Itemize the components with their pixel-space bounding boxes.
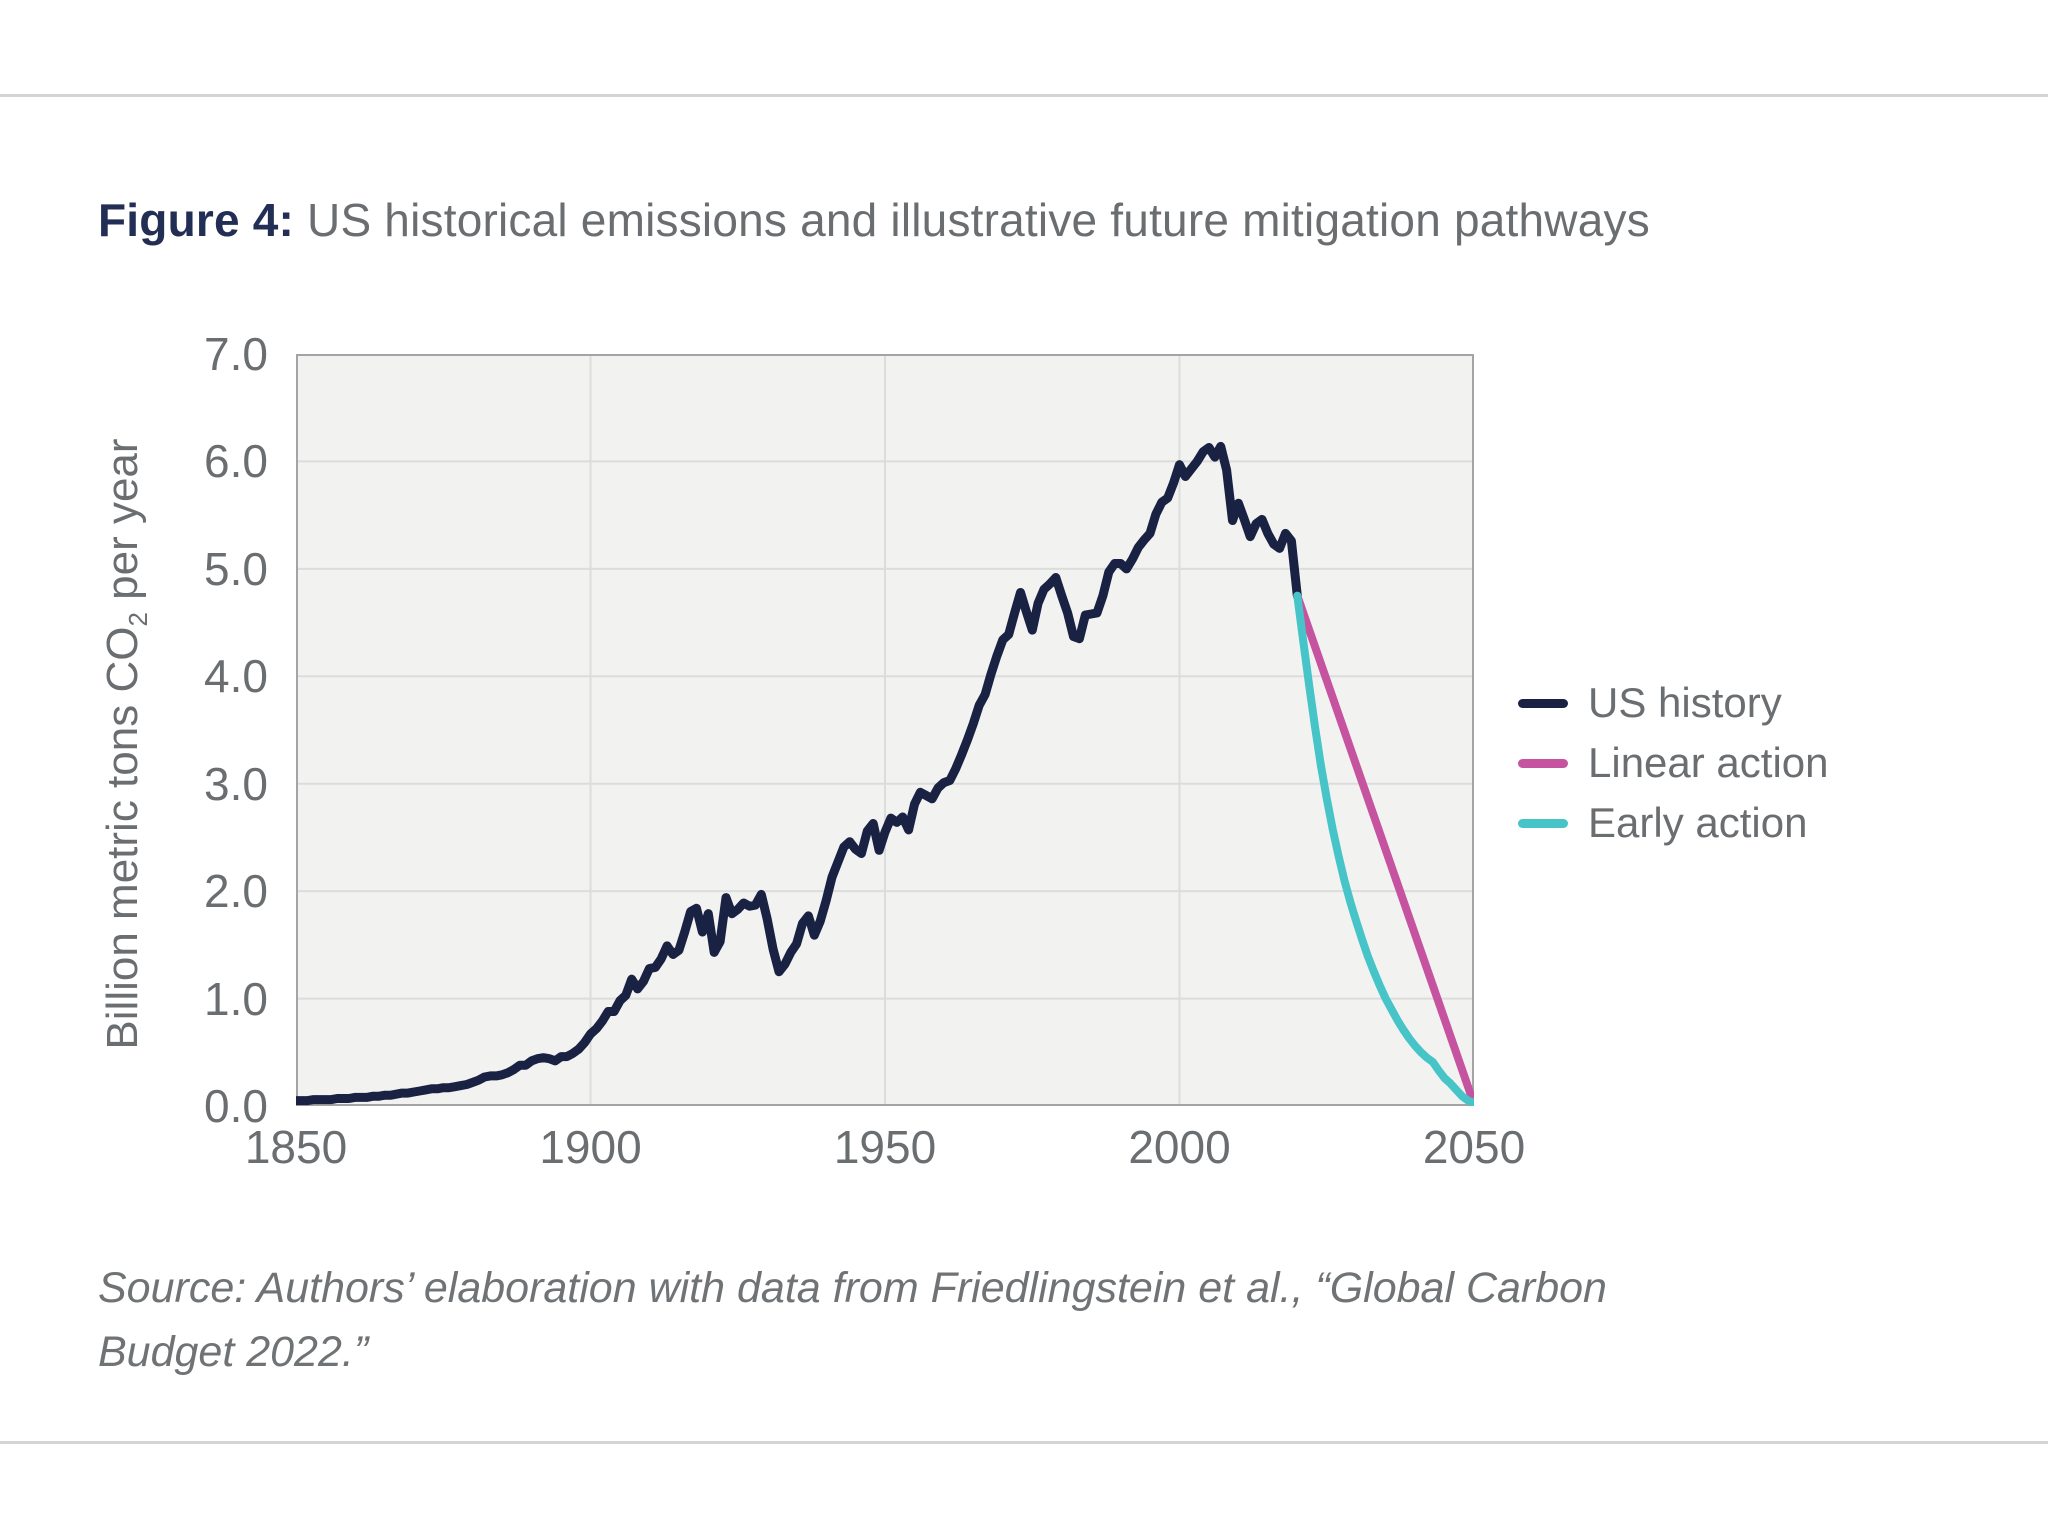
legend-item-early-action: Early action <box>1518 793 1829 853</box>
y-tick-label-1.0: 1.0 <box>204 972 268 1025</box>
top-divider <box>0 94 2048 97</box>
x-tick-label-2000: 2000 <box>1128 1121 1231 1173</box>
x-tick-label-1850: 1850 <box>244 1121 348 1173</box>
x-tick-label-2050: 2050 <box>1422 1121 1526 1173</box>
legend-label-early-action: Early action <box>1588 799 1808 846</box>
figure-label: Figure 4: <box>98 194 295 246</box>
x-tick-label-1950: 1950 <box>833 1121 937 1173</box>
y-tick-label-2.0: 2.0 <box>204 865 268 918</box>
y-tick-label-7.0: 7.0 <box>204 328 268 380</box>
series-us-history <box>296 441 1302 1106</box>
y-tick-label-6.0: 6.0 <box>204 435 268 488</box>
linear-action-swatch-icon <box>1518 758 1568 768</box>
source-note: Source: Authors’ elaboration with data f… <box>98 1256 1607 1384</box>
y-tick-label-3.0: 3.0 <box>204 757 268 810</box>
legend-label-us-history: US history <box>1588 679 1782 726</box>
y-axis-title-sub: 2 <box>122 612 153 627</box>
bottom-divider <box>0 1441 2048 1444</box>
y-tick-label-5.0: 5.0 <box>204 542 268 595</box>
plot-area <box>296 354 1474 1106</box>
y-tick-label-4.0: 4.0 <box>204 650 268 703</box>
legend-item-linear-action: Linear action <box>1518 733 1829 793</box>
early-action-swatch-icon <box>1518 818 1568 828</box>
figure-title-text: US historical emissions and illustrative… <box>294 194 1650 246</box>
x-tick-label-1900: 1900 <box>539 1121 642 1173</box>
plot-border <box>296 354 1474 1106</box>
series-early-action <box>1293 591 1474 1106</box>
figure-title: Figure 4: US historical emissions and il… <box>98 192 1650 248</box>
series-linear-action <box>1293 591 1474 1106</box>
us-history-swatch-icon <box>1518 698 1568 708</box>
source-line-2: Budget 2022.” <box>98 1328 369 1376</box>
legend-label-linear-action: Linear action <box>1588 739 1829 786</box>
legend: US history Linear action Early action <box>1518 673 1829 853</box>
source-line-1: Source: Authors’ elaboration with data f… <box>98 1264 1607 1312</box>
y-tick-label-0.0: 0.0 <box>204 1080 268 1132</box>
legend-item-us-history: US history <box>1518 673 1829 733</box>
plot-svg <box>296 354 1474 1106</box>
